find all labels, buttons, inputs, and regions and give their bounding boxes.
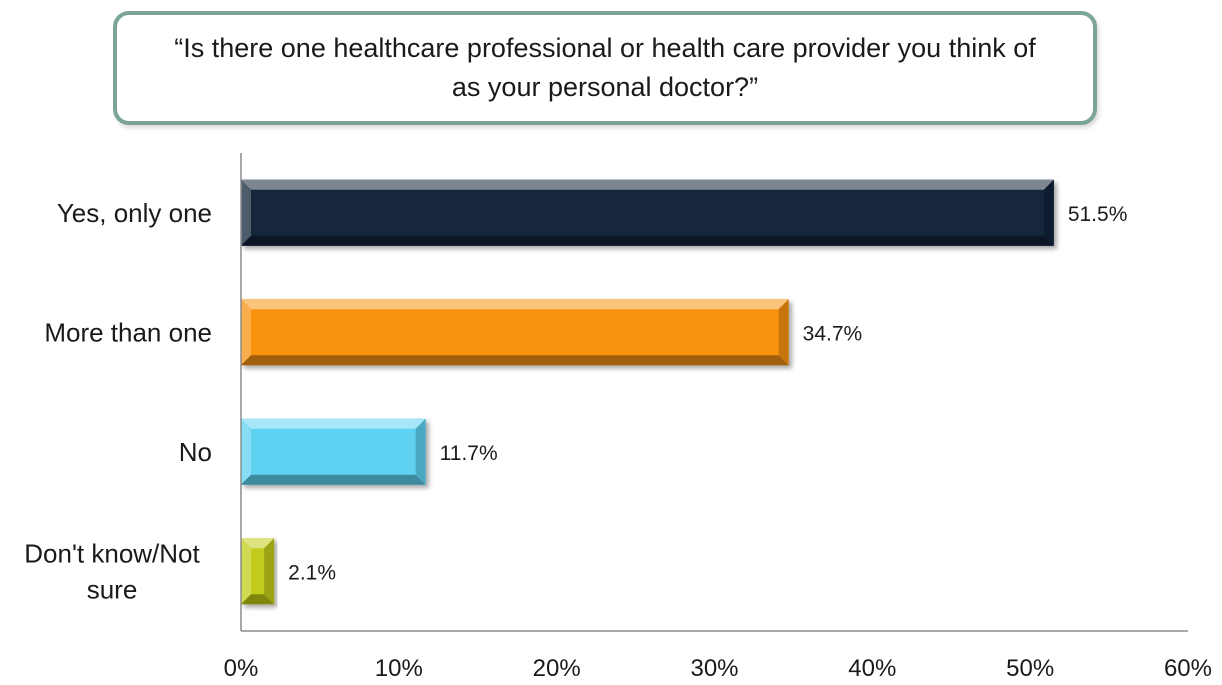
bar-body xyxy=(241,418,426,485)
bar-1 xyxy=(241,299,789,366)
x-tick-label: 40% xyxy=(848,655,896,682)
bar-bevel-bottom xyxy=(241,355,789,366)
bar-body xyxy=(241,179,1054,246)
category-label: Yes, only one xyxy=(57,198,212,228)
data-label: 51.5% xyxy=(1068,203,1128,226)
bar-bevel-bottom xyxy=(241,594,275,605)
bar-bevel-right xyxy=(415,418,426,485)
data-label: 2.1% xyxy=(288,561,336,584)
x-tick-label: 30% xyxy=(690,655,738,682)
data-label: 34.7% xyxy=(803,322,863,345)
bar-bevel-top xyxy=(241,179,1054,190)
bar-0 xyxy=(241,179,1054,246)
x-tick-label: 0% xyxy=(224,655,259,682)
x-tick-label: 10% xyxy=(375,655,423,682)
bar-bevel-left xyxy=(241,538,251,605)
chart-title-box: “Is there one healthcare professional or… xyxy=(113,11,1097,125)
category-label: More than one xyxy=(44,317,212,347)
x-tick-label: 60% xyxy=(1164,655,1212,682)
bar-bevel-right xyxy=(264,538,275,605)
bar-bevel-right xyxy=(778,299,789,366)
category-label: No xyxy=(179,437,212,467)
bars-group xyxy=(241,179,1054,605)
bar-bevel-right xyxy=(1043,179,1054,246)
bar-bevel-bottom xyxy=(241,474,426,485)
bar-bevel-top xyxy=(241,538,275,549)
bar-body xyxy=(241,299,789,366)
category-label: Don't know/Not sure xyxy=(24,538,200,604)
bar-bevel-top xyxy=(241,299,789,310)
axes-group xyxy=(240,153,1188,632)
chart-title: “Is there one healthcare professional or… xyxy=(174,32,1036,102)
x-tick-label: 20% xyxy=(533,655,581,682)
labels-group: 51.5% Yes, only one 34.7% More than one 11.7… xyxy=(24,198,1212,682)
bar-bevel-bottom xyxy=(241,235,1054,246)
x-tick-label: 50% xyxy=(1006,655,1054,682)
bar-bevel-left xyxy=(241,418,251,485)
bar-bevel-left xyxy=(241,179,251,246)
bar-bevel-left xyxy=(241,299,251,366)
bar-2 xyxy=(241,418,426,485)
data-label: 11.7% xyxy=(440,442,498,465)
bar-3 xyxy=(241,538,275,605)
bar-bevel-top xyxy=(241,418,426,429)
